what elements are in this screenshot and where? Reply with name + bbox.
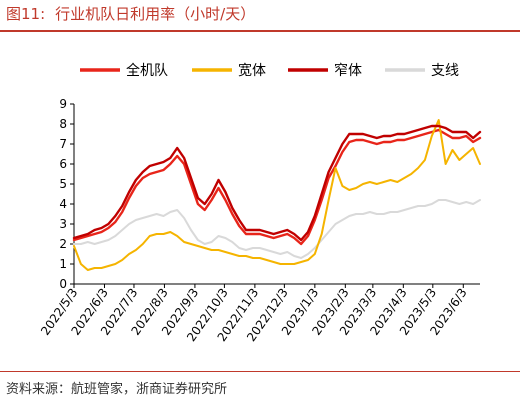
legend-label: 宽体	[238, 62, 266, 79]
y-tick-label: 2	[59, 237, 67, 251]
figure-number: 图11:	[6, 5, 46, 23]
plot-area	[72, 119, 482, 271]
source-note: 资料来源：航班管家，浙商证券研究所	[6, 382, 228, 397]
series-line-1	[72, 128, 482, 246]
legend-item-2: 宽体	[192, 62, 266, 79]
series-line-3	[72, 124, 482, 242]
legend-item-1: 全机队	[80, 62, 168, 79]
legend-label: 全机队	[126, 62, 168, 79]
series-line-2	[73, 119, 481, 271]
series-line-4	[73, 199, 481, 259]
y-tick-label: 0	[59, 277, 67, 291]
legend: 全机队 宽体 窄体 支线	[80, 62, 459, 79]
title-divider	[0, 30, 520, 32]
axes: 01234567892022/5/32022/6/32022/7/32022/8…	[38, 97, 480, 344]
chart: 全机队 宽体 窄体 支线 01234567892022/5/32022/6/32022…	[38, 62, 482, 344]
y-tick-label: 3	[59, 217, 67, 231]
y-tick-label: 7	[59, 137, 67, 151]
y-tick-label: 6	[59, 157, 67, 171]
legend-item-4: 支线	[385, 63, 459, 79]
source-divider	[0, 371, 520, 372]
legend-label: 支线	[431, 63, 459, 79]
legend-item-3: 窄体	[288, 62, 362, 79]
y-tick-label: 4	[59, 197, 67, 211]
figure-title: 行业机队日利用率（小时/天）	[55, 5, 256, 23]
y-tick-label: 8	[59, 117, 67, 131]
y-tick-label: 5	[59, 177, 67, 191]
y-tick-label: 1	[59, 257, 67, 271]
legend-label: 窄体	[334, 62, 362, 79]
figure-title-bar: 图11: 行业机队日利用率（小时/天）	[6, 3, 255, 24]
y-tick-label: 9	[59, 97, 67, 111]
